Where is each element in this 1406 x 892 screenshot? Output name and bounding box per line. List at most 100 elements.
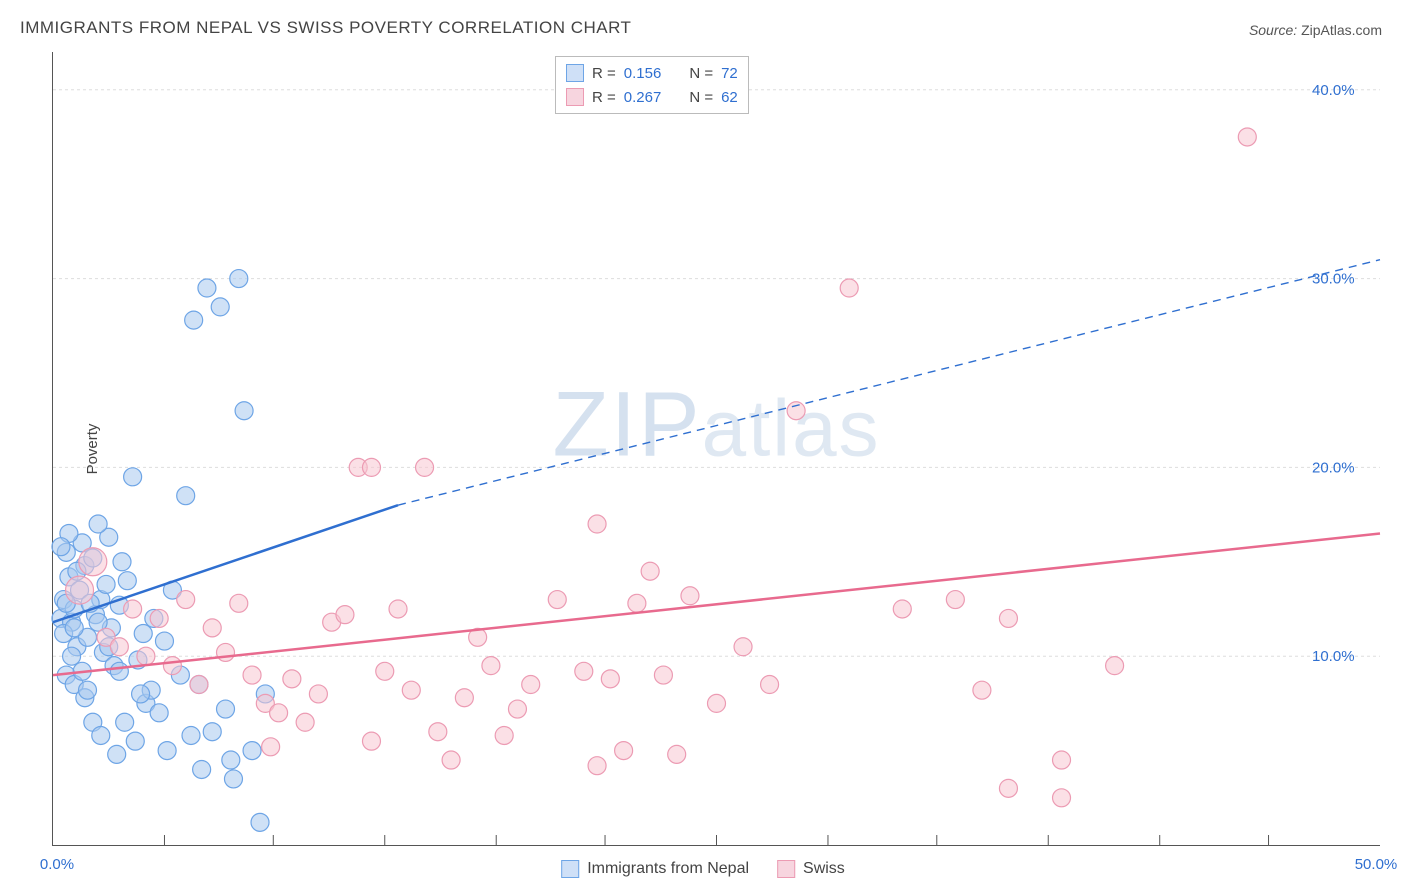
data-point [362, 732, 380, 750]
stats-row-swiss: R = 0.267 N = 62 [566, 85, 738, 109]
data-point [681, 587, 699, 605]
data-point [641, 562, 659, 580]
data-point [243, 666, 261, 684]
plot-svg: 10.0%20.0%30.0%40.0%0.0%50.0% [53, 52, 1380, 845]
stats-n-nepal: 72 [721, 65, 738, 82]
data-point [999, 779, 1017, 797]
data-point [217, 643, 235, 661]
data-point [110, 662, 128, 680]
data-point [575, 662, 593, 680]
trend-line-nepal-extrap [398, 260, 1380, 505]
y-tick-label: 40.0% [1312, 82, 1355, 99]
data-point [230, 594, 248, 612]
data-point [217, 700, 235, 718]
source-label: Source: [1249, 22, 1297, 38]
stats-n-swiss: 62 [721, 89, 738, 106]
data-point [376, 662, 394, 680]
data-point [336, 606, 354, 624]
data-point [601, 670, 619, 688]
data-point [429, 723, 447, 741]
data-point [79, 548, 107, 576]
data-point [230, 270, 248, 288]
stats-row-nepal: R = 0.156 N = 72 [566, 61, 738, 85]
data-point [132, 685, 150, 703]
legend-item-swiss: Swiss [777, 860, 845, 878]
data-point [158, 742, 176, 760]
stats-r-label: R = [592, 65, 616, 82]
stats-r-label: R = [592, 89, 616, 106]
data-point [251, 813, 269, 831]
data-point [522, 676, 540, 694]
data-point [190, 676, 208, 694]
data-point [668, 745, 686, 763]
data-point [840, 279, 858, 297]
data-point [124, 468, 142, 486]
data-point [508, 700, 526, 718]
data-point [389, 600, 407, 618]
data-point [615, 742, 633, 760]
data-point [416, 458, 434, 476]
source-attribution: Source: ZipAtlas.com [1249, 22, 1382, 38]
data-point [1238, 128, 1256, 146]
data-point [137, 647, 155, 665]
data-point [455, 689, 473, 707]
data-point [110, 638, 128, 656]
data-point [222, 751, 240, 769]
data-point [150, 704, 168, 722]
data-point [946, 591, 964, 609]
plot-area: Poverty ZIPatlas 10.0%20.0%30.0%40.0%0.0… [52, 52, 1380, 846]
data-point [402, 681, 420, 699]
data-point [193, 760, 211, 778]
data-point [243, 742, 261, 760]
source-value: ZipAtlas.com [1301, 22, 1382, 38]
data-point [163, 657, 181, 675]
data-point [134, 625, 152, 643]
data-point [66, 576, 94, 604]
data-point [442, 751, 460, 769]
data-point [362, 458, 380, 476]
data-point [203, 723, 221, 741]
swatch-nepal-icon [566, 64, 584, 82]
legend-label-nepal: Immigrants from Nepal [587, 860, 749, 878]
data-point [654, 666, 672, 684]
data-point [270, 704, 288, 722]
y-tick-label: 10.0% [1312, 648, 1355, 665]
bottom-legend: Immigrants from Nepal Swiss [561, 860, 845, 878]
data-point [588, 757, 606, 775]
stats-r-nepal: 0.156 [624, 65, 662, 82]
data-point [482, 657, 500, 675]
data-point [628, 594, 646, 612]
data-point [211, 298, 229, 316]
data-point [283, 670, 301, 688]
stats-r-swiss: 0.267 [624, 89, 662, 106]
data-point [296, 713, 314, 731]
data-point [118, 572, 136, 590]
data-point [65, 619, 83, 637]
data-point [185, 311, 203, 329]
data-point [708, 694, 726, 712]
data-point [761, 676, 779, 694]
data-point [198, 279, 216, 297]
stats-legend: R = 0.156 N = 72 R = 0.267 N = 62 [555, 56, 749, 114]
data-point [124, 600, 142, 618]
data-point [150, 609, 168, 627]
y-tick-label: 20.0% [1312, 459, 1355, 476]
legend-swatch-swiss-icon [777, 860, 795, 878]
data-point [108, 745, 126, 763]
data-point [224, 770, 242, 788]
y-tick-label: 30.0% [1312, 271, 1355, 288]
legend-swatch-nepal-icon [561, 860, 579, 878]
data-point [97, 575, 115, 593]
data-point [1106, 657, 1124, 675]
data-point [588, 515, 606, 533]
x-tick-label: 50.0% [1355, 856, 1398, 873]
stats-n-label: N = [689, 89, 713, 106]
data-point [999, 609, 1017, 627]
data-point [893, 600, 911, 618]
stats-n-label: N = [689, 65, 713, 82]
data-point [126, 732, 144, 750]
data-point [63, 647, 81, 665]
data-point [1053, 751, 1071, 769]
chart-title: IMMIGRANTS FROM NEPAL VS SWISS POVERTY C… [20, 18, 631, 38]
data-point [177, 591, 195, 609]
